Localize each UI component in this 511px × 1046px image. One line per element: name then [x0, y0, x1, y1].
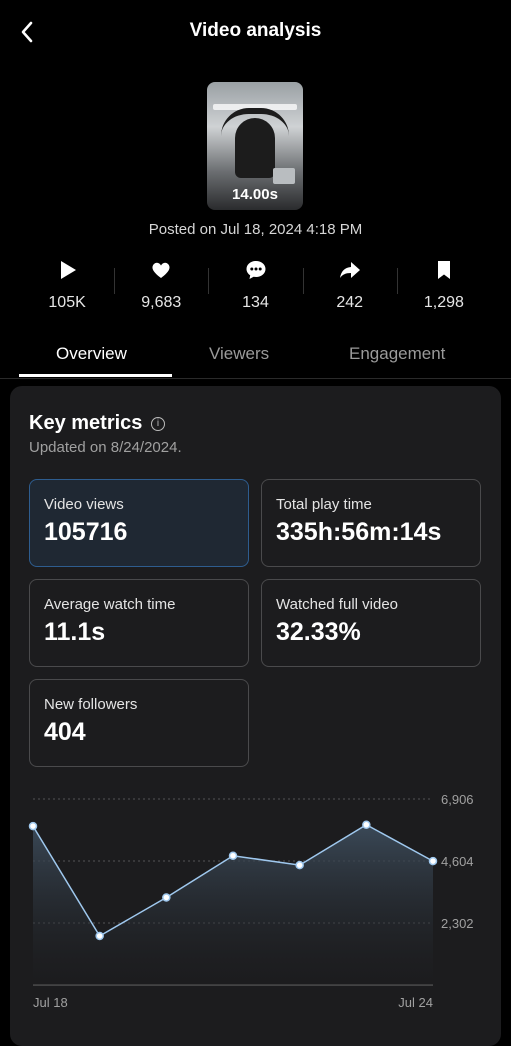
metric-label: Video views: [44, 496, 124, 513]
comment-icon: [246, 261, 265, 279]
video-duration: 14.00s: [232, 186, 278, 203]
stat-views: 105K: [20, 258, 114, 318]
metric-label: Watched full video: [276, 596, 399, 613]
back-button[interactable]: [14, 18, 42, 46]
stat-value: 134: [242, 294, 269, 311]
bookmark-icon: [437, 261, 450, 279]
metric-tile-watched-full-video[interactable]: Watched full video 32.33%: [261, 579, 481, 667]
metric-tile-average-watch-time[interactable]: Average watch time 11.1s: [29, 579, 249, 667]
metric-label: Total play time: [276, 496, 372, 513]
metric-tile-video-views[interactable]: Video views 105716: [29, 479, 249, 567]
metric-label: Average watch time: [44, 596, 176, 613]
metric-tile-total-play-time[interactable]: Total play time 335h:56m:14s: [261, 479, 481, 567]
active-tab-indicator: [19, 374, 172, 377]
chart-area-fill: [33, 824, 433, 985]
stat-saves: 1,298: [396, 258, 491, 318]
chart-data-point: [95, 931, 104, 941]
play-icon: [61, 261, 77, 279]
thumbnail-laptop: [273, 168, 295, 184]
share-icon: [339, 262, 360, 278]
chart-data-point: [362, 820, 371, 829]
updated-date: Updated on 8/24/2024.: [29, 439, 182, 456]
y-tick-label: 6,906: [441, 792, 474, 807]
tab-bar: Overview Viewers Engagement: [0, 334, 511, 379]
key-metrics-title: Key metrics: [29, 412, 143, 434]
video-thumbnail[interactable]: 14.00s: [207, 82, 303, 210]
views-chart[interactable]: 6,906 4,604 2,302 Jul 18 Jul 24: [10, 782, 501, 1022]
stat-value: 105K: [48, 294, 86, 311]
chart-data-point: [228, 851, 238, 860]
stat-value: 1,298: [423, 294, 464, 311]
x-tick-label: Jul 24: [398, 995, 433, 1010]
stat-value: 9,683: [141, 294, 182, 311]
metric-tile-new-followers[interactable]: New followers 404: [29, 679, 249, 767]
stat-shares: 242: [302, 258, 397, 318]
metric-value: 335h:56m:14s: [276, 518, 442, 546]
chart-data-point: [428, 856, 438, 866]
stat-comments: 134: [208, 258, 302, 318]
tab-overview[interactable]: Overview: [56, 344, 127, 363]
metric-value: 404: [44, 718, 86, 746]
chevron-left-icon: [21, 21, 33, 43]
metric-value: 32.33%: [276, 618, 361, 646]
stat-value: 242: [336, 294, 364, 311]
thumbnail-arms: [221, 108, 289, 136]
metric-value: 105716: [44, 518, 128, 546]
y-tick-label: 4,604: [441, 854, 474, 869]
video-stats: 105K 9,683 134 242 1,298: [20, 258, 491, 318]
key-metrics-card: Key metrics i Updated on 8/24/2024. Vide…: [10, 386, 501, 1046]
chart-data-point: [295, 860, 304, 870]
y-tick-label: 2,302: [441, 916, 474, 931]
header: Video analysis: [0, 0, 511, 64]
page-title: Video analysis: [189, 20, 322, 41]
tab-viewers[interactable]: Viewers: [209, 344, 270, 363]
info-icon[interactable]: i: [151, 417, 165, 431]
thumbnail-person: [235, 118, 275, 178]
chart-data-point: [28, 821, 38, 831]
stat-likes: 9,683: [114, 258, 208, 318]
posted-date: Posted on Jul 18, 2024 4:18 PM: [148, 221, 363, 238]
heart-icon: [152, 262, 170, 278]
x-tick-label: Jul 18: [33, 995, 68, 1010]
metric-value: 11.1s: [44, 618, 106, 646]
tab-engagement[interactable]: Engagement: [349, 344, 446, 363]
metric-label: New followers: [44, 696, 138, 713]
thumbnail-caption-overlay: [213, 104, 297, 110]
chart-data-point: [162, 893, 171, 902]
